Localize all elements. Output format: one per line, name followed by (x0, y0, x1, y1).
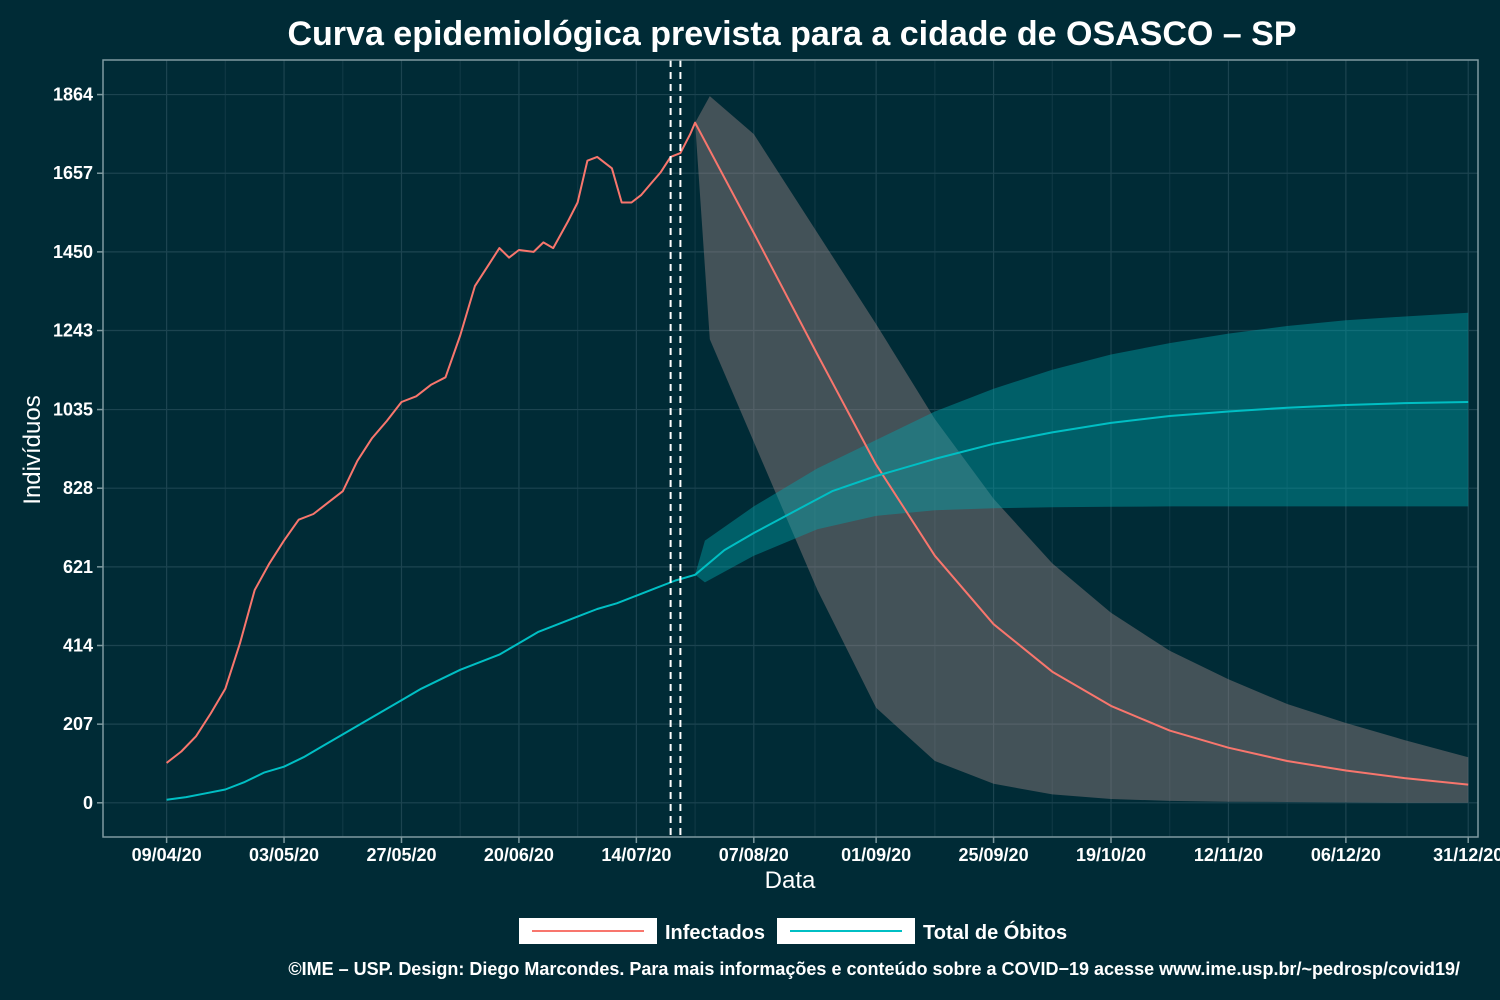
series-line-infectados (165, 121, 1469, 786)
forecast-start-markers (669, 60, 682, 837)
x-tick-label: 20/06/20 (484, 845, 554, 865)
y-tick-label: 828 (63, 478, 93, 498)
chart-caption: ©IME – USP. Design: Diego Marcondes. Par… (288, 959, 1460, 979)
x-tick-label: 09/04/20 (132, 845, 202, 865)
y-tick-label: 0 (83, 793, 93, 813)
y-axis-title: Indivíduos (19, 395, 46, 504)
x-tick-label: 01/09/20 (841, 845, 911, 865)
x-tick-label: 06/12/20 (1311, 845, 1381, 865)
y-tick-label: 1450 (53, 242, 93, 262)
y-tick-label: 1657 (53, 163, 93, 183)
legend: Infectados Total de Óbitos (519, 918, 1067, 944)
x-tick-label: 31/12/20 (1433, 845, 1500, 865)
grid (103, 60, 1478, 837)
x-tick-label: 14/07/20 (601, 845, 671, 865)
chart-title: Curva epidemiológica prevista para a cid… (287, 15, 1296, 53)
y-tick-label: 1243 (53, 321, 93, 341)
band-infectados (695, 96, 1469, 803)
y-tick-label: 1864 (53, 85, 93, 105)
y-tick-label: 1035 (53, 400, 93, 420)
x-tick-label: 12/11/20 (1194, 845, 1263, 865)
y-axis-ticks: 0 207 414 621 828 1035 1243 1450 1657 1864 (53, 85, 103, 813)
x-tick-label: 25/09/20 (959, 845, 1029, 865)
x-tick-label: 27/05/20 (366, 845, 436, 865)
x-tick-label: 03/05/20 (249, 845, 319, 865)
series-line-obitos (166, 401, 1469, 801)
legend-label-obitos: Total de Óbitos (923, 920, 1067, 944)
x-axis-title: Data (765, 867, 816, 894)
band-obitos (695, 312, 1469, 583)
y-tick-label: 207 (63, 714, 93, 734)
x-axis-ticks: 09/04/20 03/05/20 27/05/20 20/06/20 14/07/20… (132, 837, 1500, 865)
x-tick-label: 07/08/20 (719, 845, 789, 865)
confidence-bands (695, 96, 1469, 803)
x-tick-label: 19/10/20 (1076, 845, 1146, 865)
series-lines (165, 121, 1469, 801)
legend-label-infectados: Infectados (665, 922, 765, 944)
y-tick-label: 414 (63, 636, 93, 656)
plot-frame (102, 59, 1479, 838)
y-tick-label: 621 (63, 557, 93, 577)
